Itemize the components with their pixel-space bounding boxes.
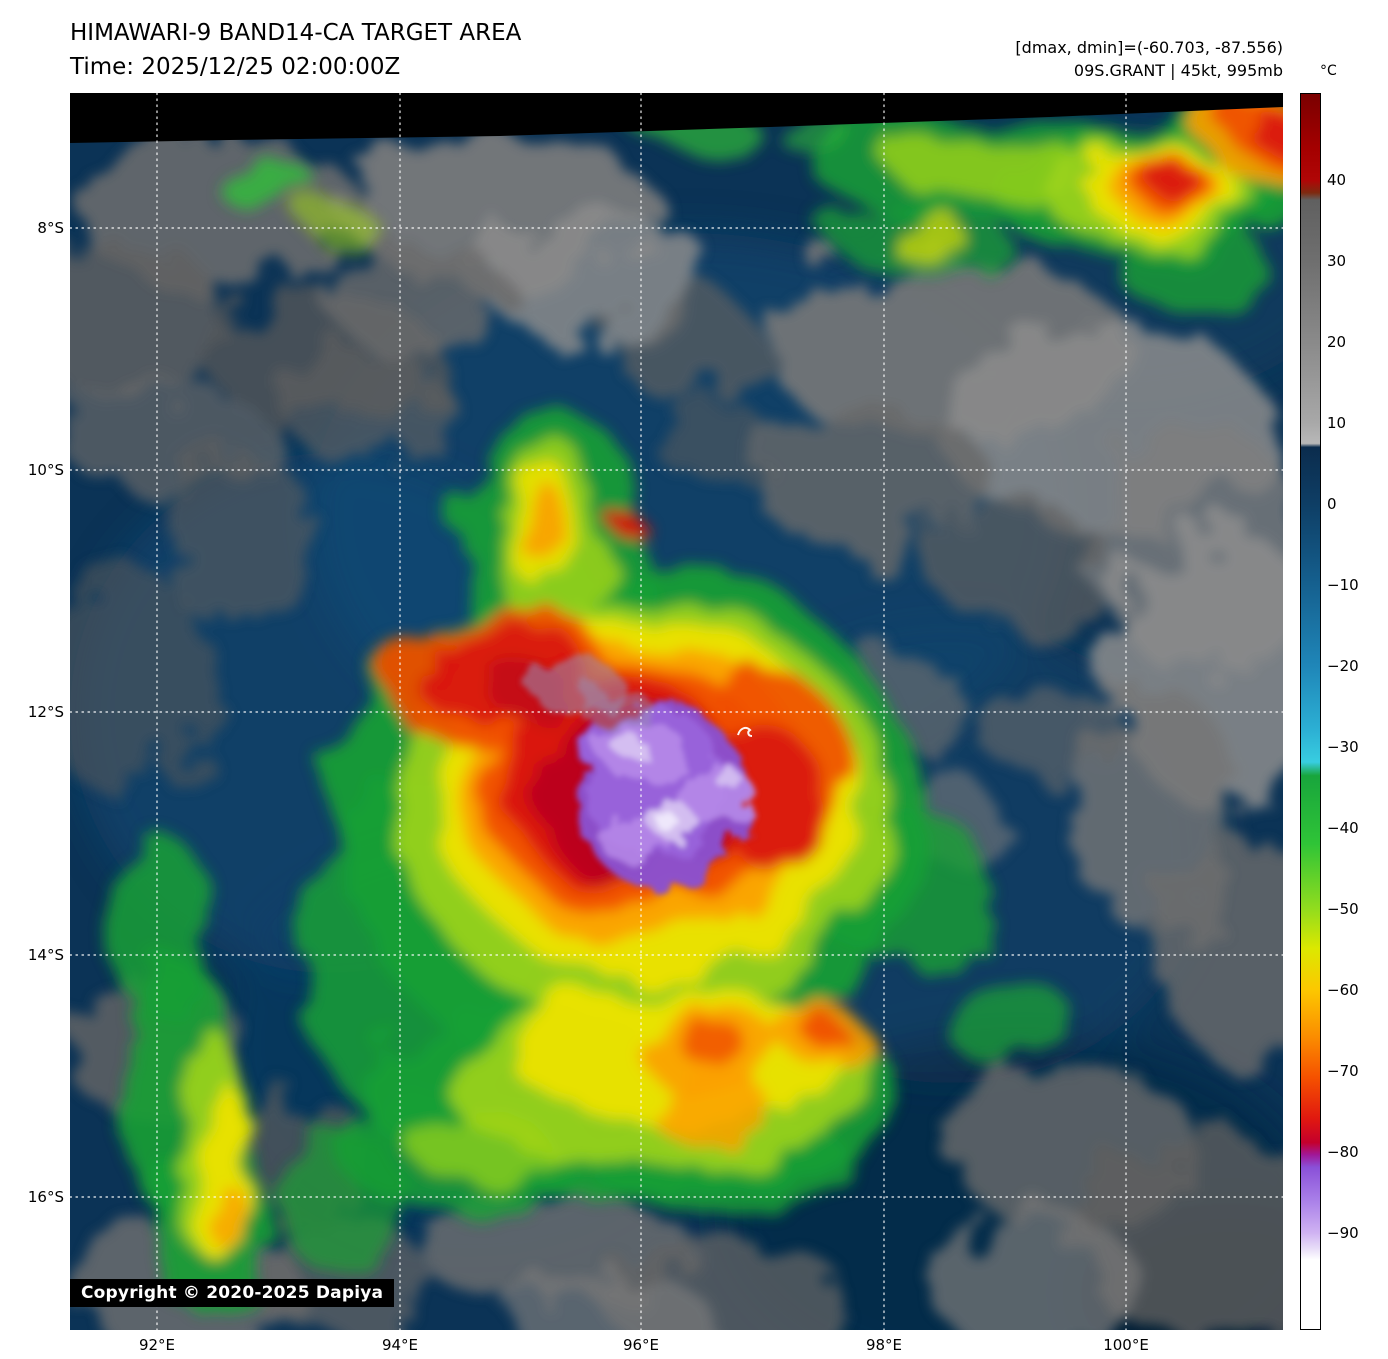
colorbar-tick-m60: −60 [1327,981,1359,999]
lat-label-10s: 10°S [27,461,64,479]
colorbar-tick-m70: −70 [1327,1062,1359,1080]
lon-label-96e: 96°E [622,1336,660,1354]
convection-layer [110,93,1283,1323]
colorbar-tick-20: 20 [1327,333,1347,351]
lon-label-100e: 100°E [1103,1336,1149,1354]
lat-label-8s: 8°S [37,219,64,237]
storm-center-marker [737,726,753,737]
lat-label-16s: 16°S [27,1188,64,1206]
time-label: Time: 2025/12/25 02:00:00Z [70,54,401,80]
colorbar-tick-m90: −90 [1327,1224,1359,1242]
cyclone-core [529,657,752,890]
colorbar-tick-m80: −80 [1327,1143,1359,1161]
lon-label-92e: 92°E [138,1336,176,1354]
colorbar-tick-m40: −40 [1327,819,1359,837]
colorbar-unit-label: °C [1320,63,1337,79]
page-title: HIMAWARI-9 BAND14-CA TARGET AREA [70,20,522,46]
lat-label-12s: 12°S [27,703,64,721]
satellite-map: Copyright © 2020-2025 Dapiya [70,93,1283,1330]
colorbar-tick-m50: −50 [1327,900,1359,918]
satellite-image [70,93,1283,1330]
dmax-dmin-label: [dmax, dmin]=(-60.703, -87.556) [1015,38,1283,57]
top-data-gap [70,93,1283,143]
colorbar-tick-m30: −30 [1327,738,1359,756]
colorbar-tick-m10: −10 [1327,576,1359,594]
lon-label-94e: 94°E [381,1336,419,1354]
colorbar-tick-0: 0 [1327,495,1337,513]
colorbar-tick-30: 30 [1327,252,1347,270]
colorbar-tick-10: 10 [1327,414,1347,432]
lat-label-14s: 14°S [27,946,64,964]
colorbar [1300,93,1321,1330]
grid-overlay [70,93,1283,1330]
low-cloud-layer [70,130,1283,1330]
lon-label-98e: 98°E [865,1336,903,1354]
colorbar-tick-m20: −20 [1327,657,1359,675]
copyright-badge: Copyright © 2020-2025 Dapiya [70,1279,395,1307]
storm-info-label: 09S.GRANT | 45kt, 995mb [1073,61,1283,80]
colorbar-tick-40: 40 [1327,171,1347,189]
